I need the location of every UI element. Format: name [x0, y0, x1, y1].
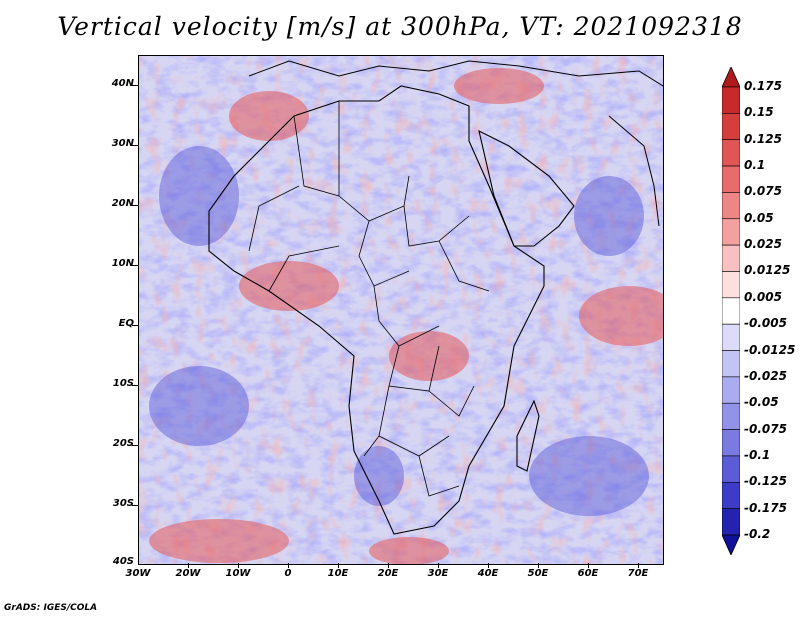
colorbar-tick-label: -0.005: [744, 316, 787, 331]
colorbar-bin: [722, 455, 740, 483]
colorbar-tick-label: -0.0125: [744, 342, 796, 357]
velocity-field: [139, 56, 663, 564]
lat-tick: [132, 205, 138, 206]
lat-label-40n: 40N: [111, 78, 134, 89]
lat-label-20n: 20N: [111, 198, 134, 209]
colorbar-bin: [722, 402, 740, 430]
colorbar-bin: [722, 218, 740, 246]
colorbar-bin: [722, 244, 740, 272]
colorbar-bin: [722, 429, 740, 457]
arabia-outline: [478, 129, 575, 247]
colorbar-tick-label: 0.15: [744, 105, 774, 120]
lat-label-eq: EQ: [118, 318, 134, 329]
lon-tick: [638, 563, 639, 568]
lon-tick: [338, 563, 339, 568]
colorbar-tick-label: -0.2: [744, 527, 771, 541]
colorbar-tick-label: 0.0125: [744, 263, 791, 278]
colorbar-tick-label: 0.025: [744, 237, 782, 252]
lon-tick: [438, 563, 439, 568]
colorbar-bottom-cap: [722, 534, 740, 555]
lon-tick: [238, 563, 239, 568]
lon-tick: [188, 563, 189, 568]
lon-label-30w: 30W: [125, 568, 151, 579]
lon-label-70e: 70E: [627, 568, 649, 579]
lat-label-30s: 30S: [112, 498, 134, 509]
lon-label-50e: 50E: [527, 568, 549, 579]
colorbar-tick-label: 0.05: [744, 210, 774, 225]
lat-label-30n: 30N: [111, 138, 134, 149]
colorbar-tick-label: -0.075: [744, 421, 787, 436]
colorbar-bin: [722, 271, 740, 299]
lon-label-40e: 40E: [477, 568, 499, 579]
country-borders: [248, 101, 490, 497]
field-noise-red: [139, 56, 663, 564]
velocity-map-panel: [138, 55, 664, 565]
colorbar-tick-label: -0.05: [744, 395, 779, 410]
europe-outline: [248, 60, 663, 87]
colorbar-bin: [722, 113, 740, 141]
colorbar-bin: [722, 86, 740, 114]
colorbar-tick-label: -0.1: [744, 447, 771, 462]
grads-credit: GrADS: IGES/COLA: [4, 603, 98, 613]
lon-tick: [488, 563, 489, 568]
colorbar-bin: [722, 192, 740, 220]
lat-tick: [132, 265, 138, 266]
colorbar-bin: [722, 350, 740, 378]
africa-coastline: [208, 85, 545, 535]
blue-patches: [149, 146, 649, 516]
colorbar-bin: [722, 481, 740, 509]
india-outline: [608, 115, 660, 227]
lon-label-10w: 10W: [225, 568, 251, 579]
lon-label-10e: 10E: [327, 568, 349, 579]
colorbar-tick-label: 0.125: [744, 131, 782, 146]
lon-label-20w: 20W: [175, 568, 201, 579]
map-title: Vertical velocity [m/s] at 300hPa, VT: 2…: [57, 12, 743, 41]
lon-label-0: 0: [284, 568, 292, 579]
red-patches: [149, 68, 663, 564]
lat-tick: [132, 325, 138, 326]
lat-label-10s: 10S: [112, 378, 134, 389]
colorbar-bin: [722, 165, 740, 193]
colorbar-tick-label: -0.025: [744, 368, 787, 383]
colorbar-bin: [722, 323, 740, 351]
colorbar-top-cap: [722, 67, 740, 88]
lat-tick: [132, 505, 138, 506]
lon-tick: [288, 563, 289, 568]
lon-tick: [588, 563, 589, 568]
colorbar-bin: [722, 376, 740, 404]
colorbar-bin: [722, 508, 740, 536]
colorbar-tick-label: -0.175: [744, 500, 787, 515]
colorbar-tick-label: 0.075: [744, 184, 782, 199]
colorbar-tick-label: 0.1: [744, 158, 766, 173]
lat-tick: [132, 385, 138, 386]
colorbar-bin: [722, 297, 740, 325]
lat-tick: [132, 85, 138, 86]
colorbar-bin: [722, 139, 740, 167]
colorbar-tick-label: -0.125: [744, 474, 787, 489]
lon-label-60e: 60E: [577, 568, 599, 579]
colorbar-tick-label: 0.175: [744, 79, 782, 93]
colorbar-tick-label: 0.005: [744, 289, 782, 304]
lat-tick: [132, 145, 138, 146]
lat-label-10n: 10N: [111, 258, 134, 269]
lon-label-20e: 20E: [377, 568, 399, 579]
lon-label-30e: 30E: [427, 568, 449, 579]
colorbar: [722, 67, 740, 555]
lat-label-20s: 20S: [112, 438, 134, 449]
lat-label-40s: 40S: [112, 556, 134, 567]
lon-tick: [388, 563, 389, 568]
lat-tick: [132, 445, 138, 446]
madagascar-outline: [516, 399, 540, 472]
lon-tick: [538, 563, 539, 568]
